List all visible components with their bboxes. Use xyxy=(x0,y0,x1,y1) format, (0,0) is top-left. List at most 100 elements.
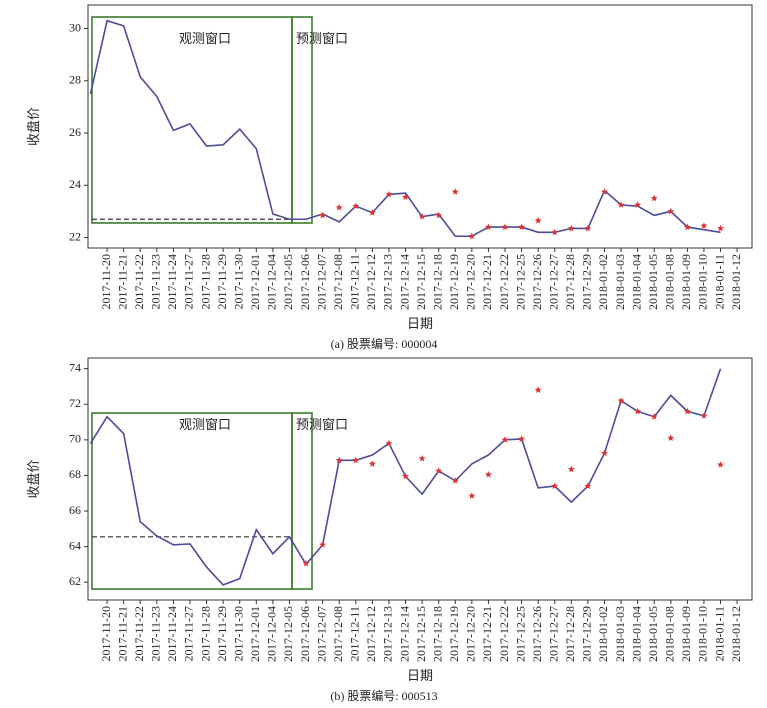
y-axis-label: 收盘价 xyxy=(26,459,41,498)
prediction-star xyxy=(567,224,575,232)
y-tick-label: 30 xyxy=(69,20,81,34)
y-tick-label: 24 xyxy=(69,177,81,191)
x-tick-label: 2017-12-22 xyxy=(497,254,511,310)
x-tick-label: 2017-12-21 xyxy=(480,254,494,310)
prediction-star xyxy=(700,412,708,419)
prediction-star xyxy=(485,223,492,231)
x-tick-label: 2017-11-22 xyxy=(132,606,146,662)
x-tick-label: 2017-12-29 xyxy=(580,254,594,310)
x-tick-label: 2017-12-26 xyxy=(530,254,544,310)
price-line xyxy=(89,19,721,238)
prediction-star xyxy=(634,407,642,415)
y-axis-label: 收盘价 xyxy=(26,107,41,146)
prediction-star xyxy=(518,435,525,442)
x-tick-label: 2018-01-04 xyxy=(629,606,643,662)
prediction-star xyxy=(418,213,426,220)
y-tick-label: 70 xyxy=(69,432,81,446)
prediction-star xyxy=(368,209,376,216)
x-tick-label: 2017-12-25 xyxy=(513,254,527,310)
x-tick-label: 2017-12-11 xyxy=(348,606,362,662)
x-tick-label: 2017-12-25 xyxy=(513,606,527,662)
x-tick-label: 2017-11-22 xyxy=(132,254,146,310)
x-tick-label: 2018-01-09 xyxy=(679,254,693,310)
x-tick-label: 2017-12-14 xyxy=(397,254,411,310)
x-tick-label: 2017-12-05 xyxy=(281,254,295,310)
prediction-star xyxy=(485,470,492,478)
prediction-star xyxy=(468,232,476,240)
x-tick-label: 2017-12-06 xyxy=(298,606,312,662)
prediction-star xyxy=(650,413,658,420)
prediction-star xyxy=(352,456,360,464)
x-tick-label: 2017-12-13 xyxy=(381,254,395,310)
plot-frame xyxy=(87,357,753,601)
annotation: 观测窗口 xyxy=(179,31,231,46)
prediction-star xyxy=(534,216,542,224)
y-tick-label: 26 xyxy=(69,125,81,139)
x-tick-label: 2017-12-08 xyxy=(331,606,345,662)
x-tick-label: 2017-12-18 xyxy=(430,254,444,310)
x-tick-label: 2017-11-30 xyxy=(231,254,245,310)
x-tick-label: 2018-01-12 xyxy=(729,606,743,662)
prediction-star xyxy=(385,439,393,447)
x-tick-label: 2017-12-04 xyxy=(265,606,279,662)
prediction-star xyxy=(650,194,658,202)
x-tick-label: 2017-12-20 xyxy=(464,254,478,310)
prediction-star xyxy=(617,201,625,208)
x-tick-label: 2018-01-05 xyxy=(646,606,660,662)
x-tick-label: 2018-01-03 xyxy=(613,254,627,310)
prediction-star xyxy=(468,492,476,499)
x-tick-label: 2017-12-22 xyxy=(497,606,511,662)
prediction-star xyxy=(302,559,310,567)
x-tick-label: 2017-11-23 xyxy=(149,606,163,662)
x-tick-label: 2017-12-15 xyxy=(414,606,428,662)
x-tick-label: 2017-12-21 xyxy=(480,606,494,662)
prediction-star xyxy=(335,203,343,211)
x-tick-label: 2017-11-30 xyxy=(231,606,245,662)
y-tick-label: 28 xyxy=(69,73,81,87)
prediction-window xyxy=(291,412,313,590)
prediction-star xyxy=(319,541,327,548)
observation-window xyxy=(91,16,293,224)
x-tick-label: 2017-12-29 xyxy=(580,606,594,662)
x-tick-label: 2017-12-01 xyxy=(248,606,262,662)
x-tick-label: 2017-11-27 xyxy=(182,606,196,662)
x-tick-label: 2018-01-11 xyxy=(712,606,726,662)
prediction-star xyxy=(683,407,691,415)
x-tick-label: 2017-12-28 xyxy=(563,254,577,310)
prediction-star xyxy=(385,190,393,198)
prediction-star xyxy=(667,434,675,441)
x-tick-label: 2017-11-21 xyxy=(115,606,129,662)
x-tick-label: 2018-01-09 xyxy=(679,606,693,662)
x-tick-label: 2017-11-28 xyxy=(198,606,212,662)
prediction-star xyxy=(551,482,559,490)
x-tick-label: 2017-11-28 xyxy=(198,254,212,310)
x-tick-label: 2018-01-10 xyxy=(696,606,710,662)
prediction-star xyxy=(451,477,459,484)
x-tick-label: 2018-01-08 xyxy=(663,254,677,310)
x-tick-label: 2017-12-20 xyxy=(464,606,478,662)
prediction-star xyxy=(717,461,724,468)
prediction-star xyxy=(352,202,360,210)
x-tick-label: 2017-12-12 xyxy=(364,254,378,310)
prediction-star xyxy=(368,460,376,467)
prediction-star xyxy=(501,436,509,443)
x-tick-label: 2017-11-24 xyxy=(165,606,179,662)
y-tick-label: 64 xyxy=(69,538,81,552)
x-tick-label: 2017-11-29 xyxy=(215,254,229,310)
x-tick-label: 2017-11-20 xyxy=(99,254,113,310)
prediction-star xyxy=(402,193,409,200)
y-tick-label: 62 xyxy=(69,574,81,588)
prediction-star xyxy=(435,211,443,219)
x-tick-label: 2017-12-19 xyxy=(447,254,461,310)
prediction-star xyxy=(435,467,443,474)
x-tick-label: 2017-11-23 xyxy=(149,254,163,310)
caption: (b) 股票编号: 000513 xyxy=(330,688,437,703)
prediction-star xyxy=(617,397,625,404)
x-tick-label: 2017-12-15 xyxy=(414,254,428,310)
x-tick-label: 2017-11-20 xyxy=(99,606,113,662)
prediction-star xyxy=(534,386,542,393)
prediction-star xyxy=(584,224,592,232)
prediction-star xyxy=(501,223,509,231)
x-tick-label: 2018-01-12 xyxy=(729,254,743,310)
